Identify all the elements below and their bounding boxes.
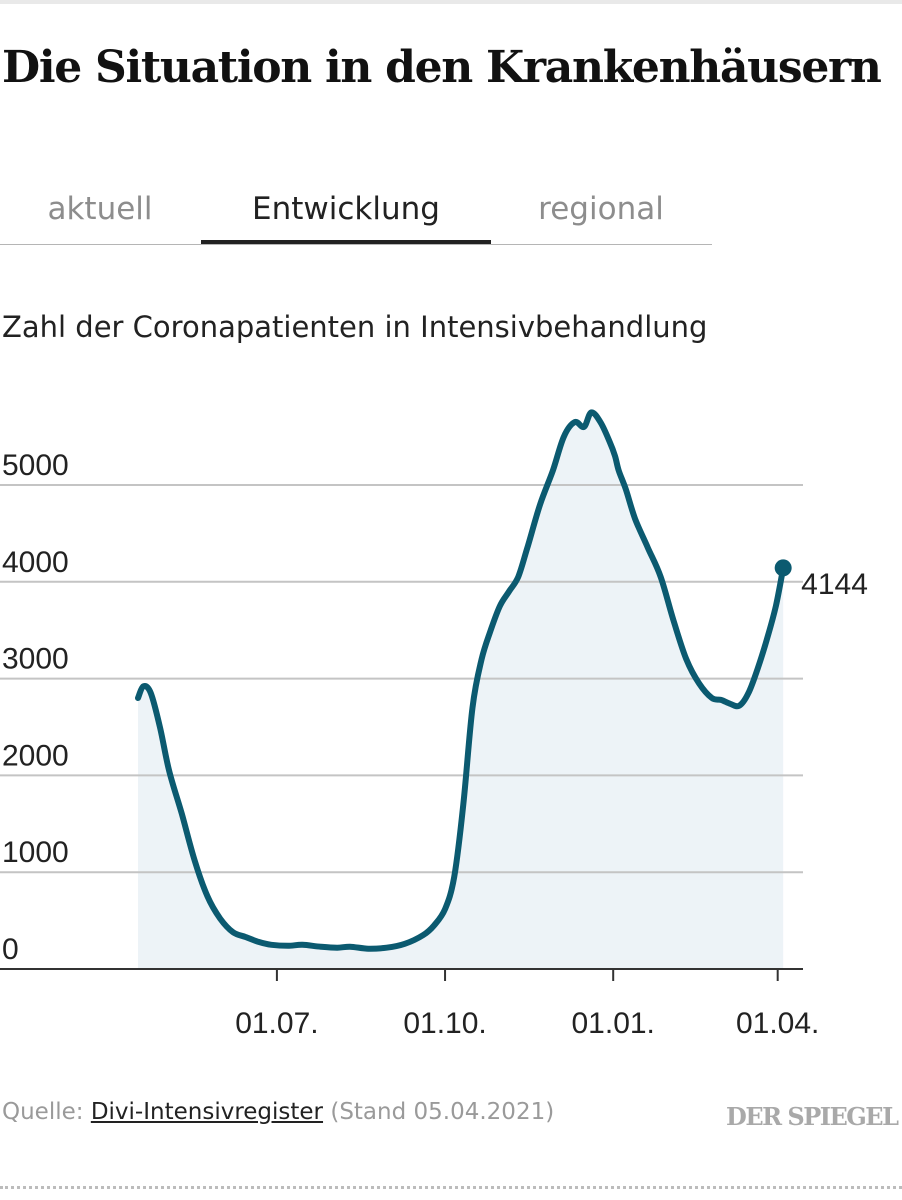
brand-logo: DER SPIEGEL xyxy=(726,1102,899,1131)
x-tick-label-3: 01.04. xyxy=(736,1007,819,1040)
last-point-marker xyxy=(774,559,792,577)
page-title: Die Situation in den Krankenhäusern xyxy=(2,42,882,93)
y-tick-label-2000: 2000 xyxy=(2,739,69,772)
series-line xyxy=(135,409,787,952)
y-tick-label-5000: 5000 xyxy=(2,449,69,482)
area-fill xyxy=(138,412,784,969)
x-tick-label-0: 01.07. xyxy=(235,1007,318,1040)
y-tick-label-4000: 4000 xyxy=(2,546,69,579)
stand-date: (Stand 05.04.2021) xyxy=(330,1099,555,1125)
source-note: Quelle: Divi-Intensivregister (Stand 05.… xyxy=(2,1092,554,1132)
icu-patients-chart: 0 1000 2000 3000 4000 5000 01.07. 01.10. 01.01. 0… xyxy=(0,409,868,1040)
tab-aktuell[interactable]: aktuell xyxy=(47,191,153,227)
top-divider xyxy=(0,0,902,4)
x-tick-label-1: 01.10. xyxy=(403,1007,486,1040)
y-tick-label-3000: 3000 xyxy=(2,643,69,676)
bottom-dotted-divider xyxy=(0,1186,902,1189)
tab-entwicklung[interactable]: Entwicklung xyxy=(201,184,491,244)
chart-title: Zahl der Coronapatienten in Intensivbeha… xyxy=(2,310,708,344)
tab-regional[interactable]: regional xyxy=(538,191,664,227)
source-label: Quelle: xyxy=(2,1099,84,1125)
x-tick-label-2: 01.01. xyxy=(571,1007,654,1040)
last-value-label: 4144 xyxy=(801,568,868,601)
y-tick-label-1000: 1000 xyxy=(2,836,69,869)
y-tick-label-0: 0 xyxy=(2,933,19,966)
source-link[interactable]: Divi-Intensivregister xyxy=(90,1099,324,1125)
tab-bar: aktuell Entwicklung regional xyxy=(0,184,712,245)
